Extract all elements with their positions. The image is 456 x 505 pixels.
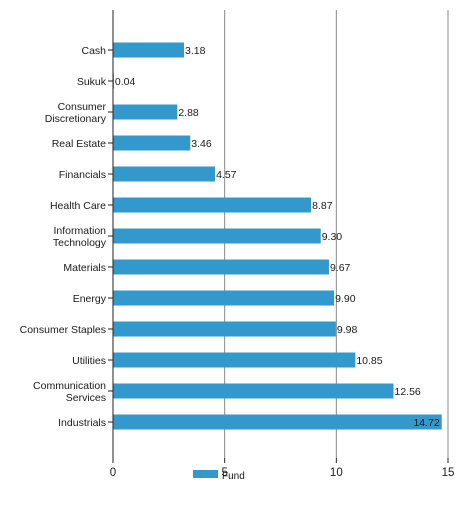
value-label: 9.90: [335, 293, 356, 305]
legend-label: Fund: [222, 471, 245, 482]
value-label: 8.87: [312, 200, 333, 212]
bar: [113, 42, 185, 58]
x-tick-label: 10: [330, 467, 343, 479]
category-label: Real Estate: [52, 138, 106, 150]
category-label: Materials: [63, 262, 106, 274]
category-label: Energy: [73, 293, 107, 305]
bar: [113, 259, 329, 275]
category-labels: Cash Sukuk Consumer Discretionary Real Estat…: [20, 45, 107, 429]
axes: [108, 10, 449, 463]
category-label: Health Care: [50, 200, 106, 212]
bar: [113, 290, 335, 306]
value-label: 3.18: [185, 45, 206, 57]
legend: Fund: [193, 470, 245, 482]
category-label: Cash: [81, 45, 106, 57]
value-label: 9.30: [322, 231, 343, 243]
value-label: 4.57: [216, 169, 237, 181]
bar: [113, 321, 336, 337]
value-label: 10.85: [356, 355, 382, 367]
category-label: Communication Services: [33, 380, 106, 404]
value-label: 0.04: [115, 76, 136, 88]
bar: [113, 135, 191, 151]
bar: [113, 414, 442, 430]
value-label: 3.46: [191, 138, 212, 150]
value-label: 14.72: [413, 417, 439, 429]
value-label: 9.98: [337, 324, 358, 336]
category-label: Industrials: [58, 417, 106, 429]
x-tick-label: 15: [442, 467, 455, 479]
value-labels: 3.18 0.04 2.88 3.46 4.57 8.87 9.30 9.67 9.90 9.98…: [115, 45, 440, 429]
bar: [113, 383, 394, 399]
bar: [113, 166, 216, 182]
x-tick-label: 0: [110, 467, 116, 479]
value-label: 9.67: [330, 262, 351, 274]
category-label: Information Technology: [53, 225, 107, 249]
category-label: Consumer Staples: [20, 324, 106, 336]
bar: [113, 197, 312, 213]
bar: [113, 228, 321, 244]
x-tick-labels: 0 5 10 15: [110, 467, 455, 479]
category-label: Financials: [59, 169, 106, 181]
legend-swatch: [193, 470, 218, 478]
bar: [113, 104, 178, 120]
category-label: Consumer Discretionary: [45, 101, 107, 125]
bars: [113, 42, 442, 430]
bar: [113, 352, 356, 368]
x-tick-label: 5: [221, 467, 227, 479]
value-label: 12.56: [395, 386, 421, 398]
value-label: 2.88: [178, 107, 199, 119]
category-label: Utilities: [72, 355, 106, 367]
category-label: Sukuk: [77, 76, 107, 88]
